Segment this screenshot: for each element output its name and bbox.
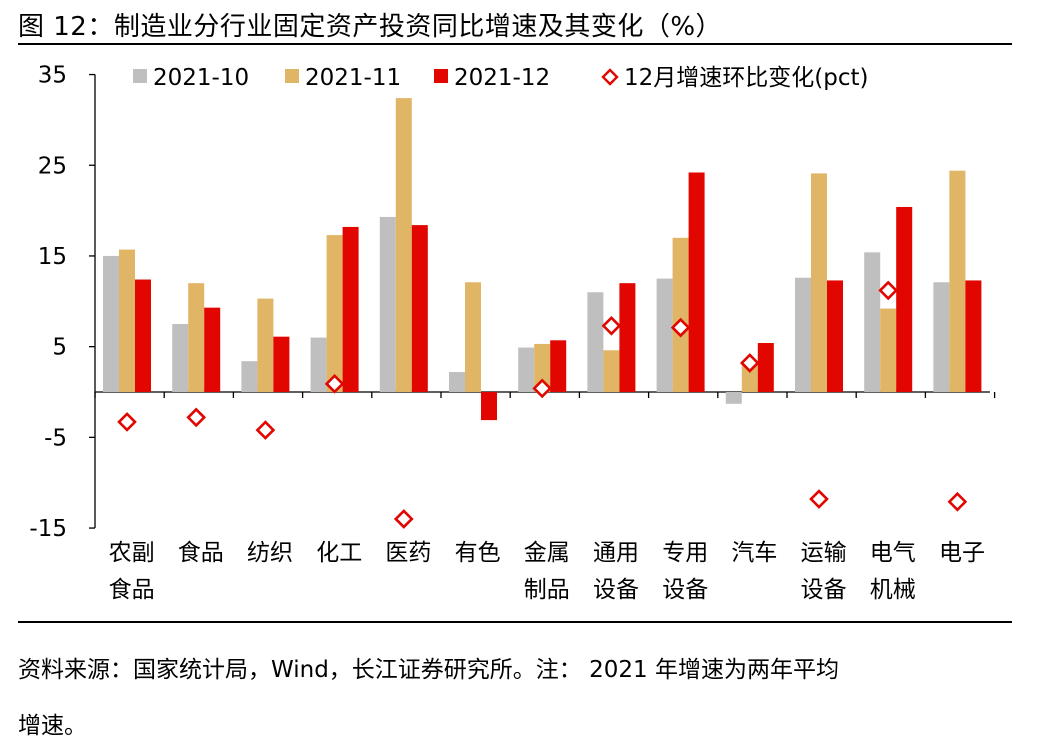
marker-pct-change-12 bbox=[947, 491, 968, 512]
y-tick-label: 35 bbox=[38, 63, 67, 89]
x-tick-label: 设备 bbox=[801, 577, 847, 603]
marker-pct-change-8 bbox=[670, 317, 691, 338]
bar-2021-10-10 bbox=[795, 277, 811, 392]
bar-2021-10-8 bbox=[656, 278, 673, 392]
bottom-rule bbox=[18, 621, 1012, 623]
bar-2021-10-7 bbox=[587, 292, 604, 392]
legend-label-2021-11: 2021-11 bbox=[305, 65, 401, 91]
legend-swatch-2021-12 bbox=[434, 69, 448, 83]
bar-2021-11-6 bbox=[534, 343, 551, 392]
bar-2021-11-8 bbox=[672, 237, 689, 392]
x-tick-label: 纺织 bbox=[247, 540, 293, 566]
legend-label-2021-12: 2021-12 bbox=[454, 65, 550, 91]
marker-pct-change-10 bbox=[809, 489, 829, 509]
bar-2021-10-2 bbox=[241, 361, 258, 392]
bar-2021-10-1 bbox=[172, 323, 189, 392]
bar-2021-11-2 bbox=[257, 298, 274, 392]
x-tick-label: 医药 bbox=[385, 540, 431, 566]
x-tick-label: 农副 bbox=[109, 540, 155, 566]
bar-2021-10-4 bbox=[379, 216, 396, 392]
bar-2021-12-7 bbox=[619, 283, 636, 392]
legend-label-2021-10: 2021-10 bbox=[153, 65, 249, 91]
marker-pct-change-1 bbox=[186, 407, 207, 428]
x-tick-label: 有色 bbox=[455, 540, 501, 566]
bar-2021-12-8 bbox=[688, 172, 705, 392]
x-tick-label: 通用 bbox=[593, 540, 639, 566]
legend-label-marker: 12月增速环比变化(pct) bbox=[624, 65, 868, 91]
y-axis: 35 25 15 5 -5 -15 bbox=[29, 63, 996, 542]
x-tick-label: 电子 bbox=[939, 540, 985, 566]
x-tick-label: 制品 bbox=[524, 577, 570, 603]
x-tick-label: 化工 bbox=[316, 540, 362, 566]
y-tick-label: 15 bbox=[38, 244, 67, 270]
source-note: 资料来源：国家统计局，Wind，长江证券研究所。注： 2021 年增速为两年平均 bbox=[18, 657, 839, 683]
bar-2021-11-4 bbox=[395, 98, 412, 392]
bar-2021-11-9 bbox=[741, 363, 758, 392]
y-tick-label: -5 bbox=[44, 425, 67, 451]
bar-2021-11-12 bbox=[949, 170, 966, 392]
bar-2021-12-1 bbox=[204, 307, 221, 392]
markers bbox=[117, 280, 968, 529]
bar-2021-12-6 bbox=[550, 340, 567, 392]
bar-2021-12-0 bbox=[135, 279, 151, 392]
bar-2021-11-11 bbox=[880, 308, 897, 392]
x-tick-label: 运输 bbox=[801, 540, 847, 566]
marker-pct-change-2 bbox=[255, 420, 276, 440]
legend-swatch-2021-11 bbox=[285, 69, 299, 83]
bar-2021-11-0 bbox=[119, 249, 135, 392]
bar-2021-10-3 bbox=[310, 337, 327, 392]
bar-2021-10-12 bbox=[933, 282, 950, 392]
bar-2021-12-10 bbox=[827, 280, 843, 392]
bar-2021-12-3 bbox=[342, 226, 359, 392]
bar-2021-11-3 bbox=[326, 235, 343, 392]
x-tick-label: 金属 bbox=[524, 540, 570, 566]
x-tick-label: 食品 bbox=[109, 577, 155, 603]
bar-2021-11-1 bbox=[188, 283, 205, 392]
bar-2021-12-11 bbox=[896, 206, 913, 392]
x-tick-label: 电气 bbox=[870, 540, 916, 566]
source-note-cont: 增速。 bbox=[18, 713, 87, 739]
bar-2021-10-11 bbox=[864, 252, 881, 392]
bar-2021-12-12 bbox=[965, 280, 982, 392]
y-tick-label: 5 bbox=[52, 335, 67, 361]
x-tick-label: 汽车 bbox=[731, 540, 777, 566]
marker-pct-change-11 bbox=[878, 280, 899, 301]
legend: 2021-10 2021-11 2021-12 12月增速环比变化(pct) bbox=[133, 65, 868, 91]
bar-2021-12-5 bbox=[481, 392, 497, 421]
bar-2021-10-0 bbox=[103, 255, 119, 392]
x-tick-label: 设备 bbox=[593, 577, 639, 603]
x-tick-label: 专用 bbox=[662, 540, 708, 566]
marker-pct-change-7 bbox=[601, 315, 622, 336]
top-rule bbox=[18, 43, 1012, 45]
bar-2021-10-9 bbox=[725, 392, 742, 404]
bar-2021-11-7 bbox=[603, 350, 620, 392]
bar-2021-10-5 bbox=[449, 372, 465, 392]
bar-2021-12-9 bbox=[757, 343, 774, 392]
marker-pct-change-3 bbox=[324, 373, 345, 394]
marker-pct-change-4 bbox=[393, 509, 414, 529]
marker-pct-change-9 bbox=[739, 353, 760, 373]
legend-swatch-marker bbox=[601, 68, 619, 86]
figure-title: 图 12：制造业分行业固定资产投资同比增速及其变化（%） bbox=[18, 12, 723, 42]
legend-swatch-2021-10 bbox=[133, 69, 147, 83]
x-tick-label: 食品 bbox=[178, 540, 224, 566]
bar-2021-10-6 bbox=[518, 347, 535, 392]
marker-pct-change-6 bbox=[532, 378, 553, 399]
y-tick-label: -15 bbox=[29, 516, 67, 542]
bar-2021-11-5 bbox=[465, 282, 481, 392]
bars bbox=[103, 98, 982, 421]
marker-pct-change-0 bbox=[117, 412, 137, 432]
x-tick-label: 设备 bbox=[662, 577, 708, 603]
y-tick-label: 25 bbox=[38, 153, 67, 179]
bar-2021-12-2 bbox=[273, 336, 290, 392]
x-tick-label: 机械 bbox=[870, 577, 916, 603]
bar-2021-12-4 bbox=[411, 225, 428, 392]
bar-2021-11-10 bbox=[811, 173, 827, 392]
